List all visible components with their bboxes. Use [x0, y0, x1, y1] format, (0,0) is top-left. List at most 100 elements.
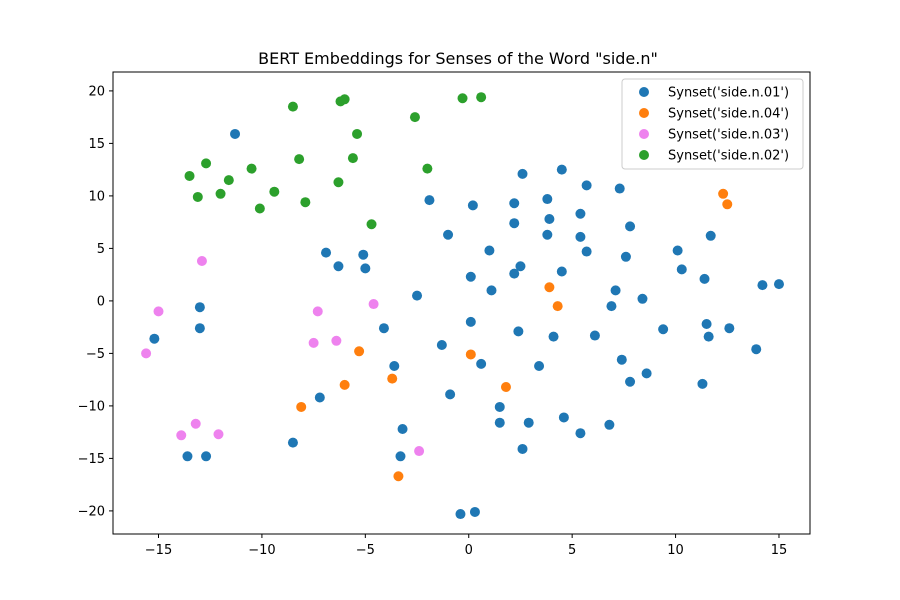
- series-4: [184, 92, 487, 230]
- x-tick-label: 5: [568, 543, 576, 558]
- point-s1-30: [509, 198, 520, 209]
- x-tick-label: −10: [248, 543, 275, 558]
- point-s4-1: [287, 101, 298, 112]
- point-s1-53: [606, 301, 617, 312]
- legend: Synset('side.n.01') Synset('side.n.04') Sy…: [621, 78, 804, 170]
- series-3: [141, 256, 425, 457]
- point-s1-60: [637, 293, 648, 304]
- legend-label-1: Synset('side.n.01'): [668, 86, 789, 101]
- point-s1-5: [182, 451, 193, 462]
- point-s4-9: [347, 153, 358, 164]
- point-s1-56: [616, 354, 627, 365]
- y-tick-label: 0: [97, 294, 105, 309]
- legend-box: [621, 78, 804, 170]
- legend-marker-3: [639, 129, 649, 139]
- point-s1-74: [455, 509, 466, 520]
- point-s1-67: [701, 319, 712, 329]
- point-s2-1: [718, 188, 729, 199]
- point-s1-58: [625, 221, 636, 232]
- point-s4-6: [409, 112, 420, 123]
- point-s2-4: [552, 301, 563, 312]
- point-s1-16: [395, 451, 406, 462]
- point-s1-11: [358, 249, 369, 260]
- point-s2-10: [387, 373, 398, 384]
- point-s4-5: [476, 92, 487, 103]
- point-s4-4: [457, 93, 468, 104]
- point-s2-6: [500, 382, 511, 392]
- point-s3-2: [153, 306, 164, 317]
- point-s1-45: [558, 412, 569, 423]
- point-s1-40: [542, 229, 553, 240]
- point-s1-25: [476, 358, 487, 369]
- point-s1-29: [494, 417, 505, 428]
- x-tick-label: 15: [771, 543, 788, 558]
- point-s1-63: [672, 245, 683, 256]
- point-s1-51: [589, 330, 600, 341]
- point-s4-15: [333, 177, 344, 188]
- point-s1-34: [513, 326, 524, 337]
- point-s4-3: [339, 94, 350, 105]
- point-s1-8: [314, 392, 325, 403]
- point-s3-7: [368, 299, 379, 310]
- point-s1-48: [575, 428, 586, 439]
- point-s2-9: [296, 401, 307, 412]
- legend-label-2: Synset('side.n.04'): [668, 107, 789, 122]
- y-axis: −20 −15 −10 −5 0 5 10 15 20: [78, 84, 113, 519]
- point-s4-19: [254, 203, 265, 214]
- point-s1-4: [194, 323, 205, 334]
- point-s2-8: [339, 379, 350, 390]
- y-tick-label: −20: [78, 504, 105, 519]
- point-s4-8: [294, 154, 305, 165]
- point-s1-68: [703, 331, 714, 342]
- point-s1-71: [751, 344, 762, 355]
- x-tick-label: −5: [356, 543, 375, 558]
- point-s1-15: [397, 424, 408, 434]
- point-s1-33: [515, 261, 526, 272]
- point-s1-43: [556, 164, 567, 175]
- y-tick-label: 10: [88, 189, 105, 204]
- point-s1-69: [705, 230, 716, 241]
- point-s4-13: [246, 163, 257, 174]
- point-s4-16: [192, 191, 203, 202]
- point-s1-70: [724, 323, 735, 334]
- point-s1-44: [556, 266, 567, 277]
- point-s1-12: [360, 263, 371, 274]
- plot-frame: [112, 71, 811, 535]
- point-s2-11: [393, 471, 404, 482]
- point-s1-57: [620, 251, 631, 262]
- y-tick-label: −15: [78, 452, 105, 467]
- point-s1-24: [467, 200, 478, 211]
- point-s1-23: [465, 316, 476, 327]
- point-s1-28: [494, 401, 505, 412]
- point-s1-72: [757, 280, 768, 291]
- point-s3-10: [213, 429, 224, 440]
- point-s3-11: [414, 446, 425, 457]
- series-2: [296, 188, 733, 482]
- x-tick-label: −15: [145, 543, 172, 558]
- point-s1-32: [509, 268, 520, 279]
- point-s3-1: [196, 256, 207, 266]
- legend-marker-1: [639, 87, 649, 97]
- point-s3-4: [312, 306, 323, 317]
- point-s1-73: [773, 279, 784, 290]
- point-s2-7: [354, 346, 365, 357]
- point-s2-2: [722, 199, 733, 210]
- point-s3-3: [141, 348, 152, 359]
- point-s1-9: [321, 247, 332, 258]
- point-s4-10: [422, 163, 433, 174]
- point-s1-26: [484, 245, 495, 256]
- point-s1-55: [614, 183, 625, 194]
- point-s1-35: [517, 168, 528, 179]
- point-s1-14: [389, 361, 400, 371]
- point-s1-39: [542, 194, 553, 205]
- point-s1-52: [604, 419, 615, 430]
- point-s1-59: [625, 376, 636, 387]
- point-s1-2: [149, 333, 160, 344]
- legend-label-3: Synset('side.n.03'): [668, 128, 789, 143]
- point-s1-21: [445, 389, 456, 400]
- point-s1-1: [230, 128, 241, 139]
- point-s1-65: [697, 378, 708, 389]
- point-s1-10: [333, 261, 344, 272]
- point-s3-9: [176, 430, 187, 441]
